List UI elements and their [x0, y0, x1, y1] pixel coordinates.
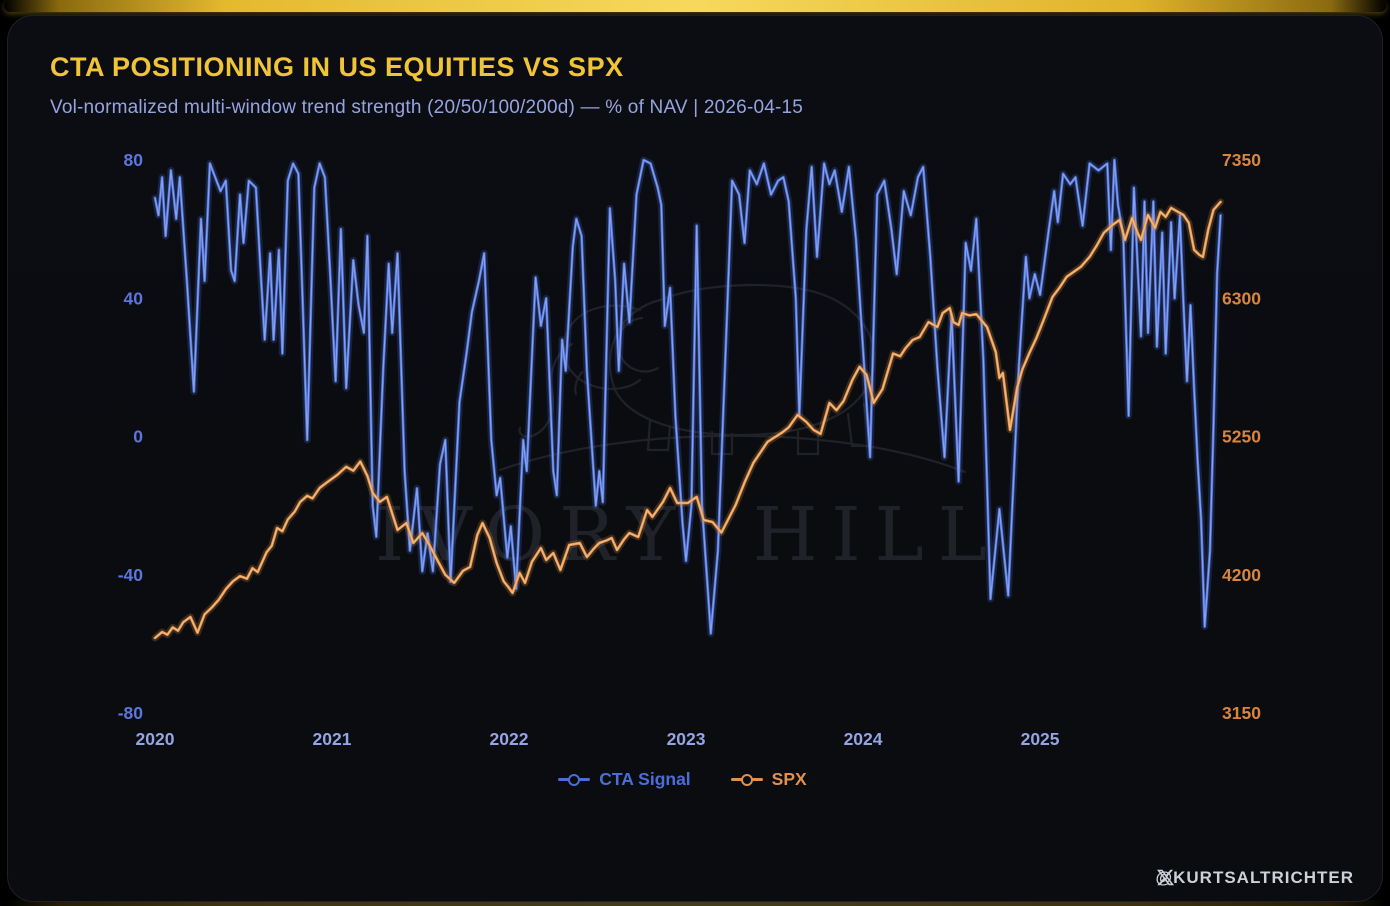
- gold-top-accent-bar: [4, 0, 1386, 12]
- chart-card: CTA POSITIONING IN US EQUITIES VS SPX Vo…: [7, 15, 1383, 902]
- x-logo-icon: [1156, 869, 1174, 886]
- left-axis-tick-40: 40: [124, 288, 144, 308]
- spx-line-core: [154, 201, 1222, 639]
- spx-legend-label: SPX: [771, 769, 807, 789]
- legend-item-spx[interactable]: SPX: [730, 769, 807, 790]
- x-tick-label-2021: 2021: [313, 729, 352, 749]
- twitter-handle: @KURTSALTRICHTER: [1155, 868, 1354, 887]
- axis-labels: 2020 2021 2022 2023 2024 2025 80 40 0 -40 -80 7350 6…: [118, 150, 1261, 749]
- page-subtitle: Vol-normalized multi-window trend streng…: [50, 97, 804, 118]
- x-tick-label-2022: 2022: [490, 729, 529, 749]
- right-axis-tick-4200: 4200: [1222, 565, 1261, 585]
- spx-series-line: [151, 198, 1225, 642]
- x-tick-label-2023: 2023: [667, 729, 706, 749]
- attribution-footer: @KURTSALTRICHTER: [1156, 868, 1354, 888]
- page-title: CTA POSITIONING IN US EQUITIES VS SPX: [50, 52, 624, 82]
- cta-series-line: [151, 156, 1225, 637]
- x-tick-label-2024: 2024: [844, 729, 883, 749]
- cta-legend-marker-icon: [558, 774, 591, 786]
- left-axis-tick--40: -40: [118, 565, 144, 585]
- cta-legend-label: CTA Signal: [599, 769, 691, 789]
- x-tick-label-2025: 2025: [1021, 729, 1060, 749]
- left-axis-tick-80: 80: [124, 150, 144, 170]
- left-axis-tick-0: 0: [133, 427, 143, 447]
- legend-item-cta-signal[interactable]: CTA Signal: [558, 769, 691, 790]
- chart-legend: CTA Signal SPX: [155, 769, 1210, 790]
- cta-line-core: [154, 159, 1222, 635]
- right-axis-tick-5250: 5250: [1222, 427, 1261, 447]
- left-axis-tick--80: -80: [118, 703, 144, 723]
- right-axis-tick-6300: 6300: [1222, 288, 1261, 308]
- right-axis-tick-7350: 7350: [1222, 150, 1261, 170]
- gold-bottom-accent-bar: [4, 900, 1386, 906]
- cta-line-glow: [151, 156, 1225, 637]
- right-axis-tick-3150: 3150: [1222, 703, 1261, 723]
- x-tick-label-2020: 2020: [136, 729, 175, 749]
- spx-legend-marker-icon: [730, 774, 763, 786]
